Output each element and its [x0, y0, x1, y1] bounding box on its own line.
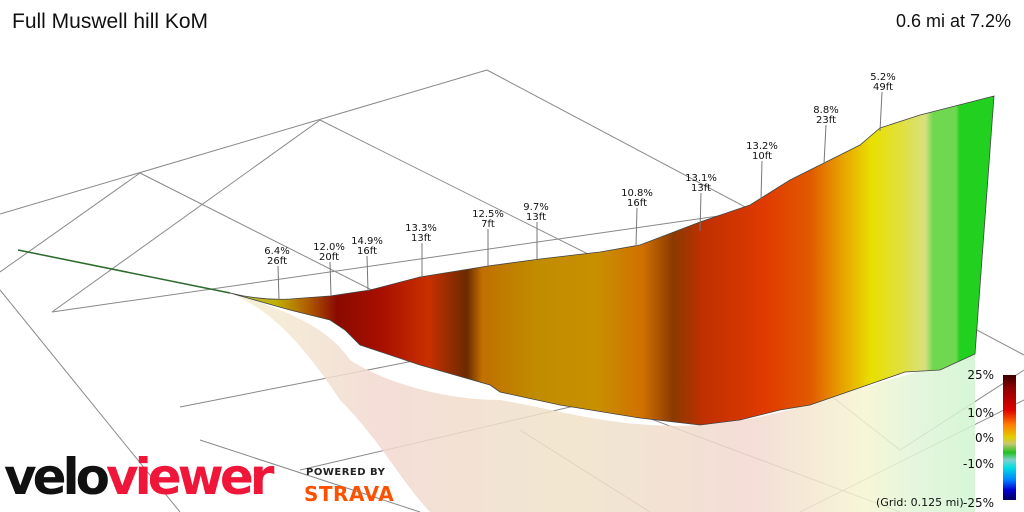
annotation-labels: 6.4% 26ft 12.0% 20ft 14.9% 16ft 13.3% 13… [264, 72, 895, 267]
annotation-gain: 7ft [481, 219, 495, 230]
annotation-gain: 49ft [873, 82, 893, 93]
legend-label-min: -25% [962, 496, 994, 510]
segment-summary: 0.6 mi at 7.2% [895, 11, 1011, 31]
annotation-gain: 16ft [357, 246, 377, 257]
segment-title: Full Muswell hill KoM [12, 10, 209, 33]
annotation-gain: 13ft [526, 212, 546, 223]
annotation-gradient: 9.7% [523, 202, 548, 213]
annotation-gradient: 13.2% [746, 141, 778, 152]
gradient-colorbar [1003, 375, 1016, 500]
legend-label-neg10: -10% [962, 457, 994, 471]
route-lead-in [17, 249, 231, 294]
annotation-gain: 13ft [691, 183, 711, 194]
annotation-gain: 20ft [319, 252, 339, 263]
elevation-profile-wall [229, 95, 995, 426]
elevation-shadow [230, 293, 975, 512]
grid-scale-note: (Grid: 0.125 mi) [876, 496, 964, 509]
annotation-gradient: 6.4% [264, 246, 289, 257]
powered-by-label: POWERED BY [306, 467, 386, 478]
logo-velo: velo [4, 448, 110, 506]
annotation-gradient: 14.9% [351, 236, 383, 247]
veloviewer-logo: veloviewer [4, 452, 274, 502]
annotation-gradient: 13.3% [405, 223, 437, 234]
annotation-gain: 23ft [816, 115, 836, 126]
strava-logo: STRAVA [304, 482, 395, 506]
annotation-gradient: 10.8% [621, 188, 653, 199]
legend-label-max: 25% [967, 368, 994, 382]
annotation-gradient: 8.8% [813, 105, 838, 116]
annotation-gradient: 12.0% [313, 242, 345, 253]
annotation-gain: 16ft [627, 198, 647, 209]
annotation-gradient: 5.2% [870, 72, 895, 83]
annotation-gradient: 12.5% [472, 209, 504, 220]
legend-label-0: 0% [974, 431, 994, 445]
gradient-annotations [277, 91, 883, 301]
logo-viewer: viewer [106, 448, 274, 506]
annotation-gain: 13ft [411, 233, 431, 244]
legend-label-10: 10% [967, 406, 994, 420]
annotation-gradient: 13.1% [685, 173, 717, 184]
annotation-gain: 10ft [752, 151, 772, 162]
annotation-gain: 26ft [267, 256, 287, 267]
